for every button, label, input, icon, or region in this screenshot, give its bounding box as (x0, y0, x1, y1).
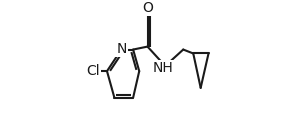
Text: NH: NH (153, 61, 174, 75)
Text: O: O (142, 1, 153, 15)
Text: N: N (116, 42, 127, 56)
Text: Cl: Cl (86, 64, 100, 78)
